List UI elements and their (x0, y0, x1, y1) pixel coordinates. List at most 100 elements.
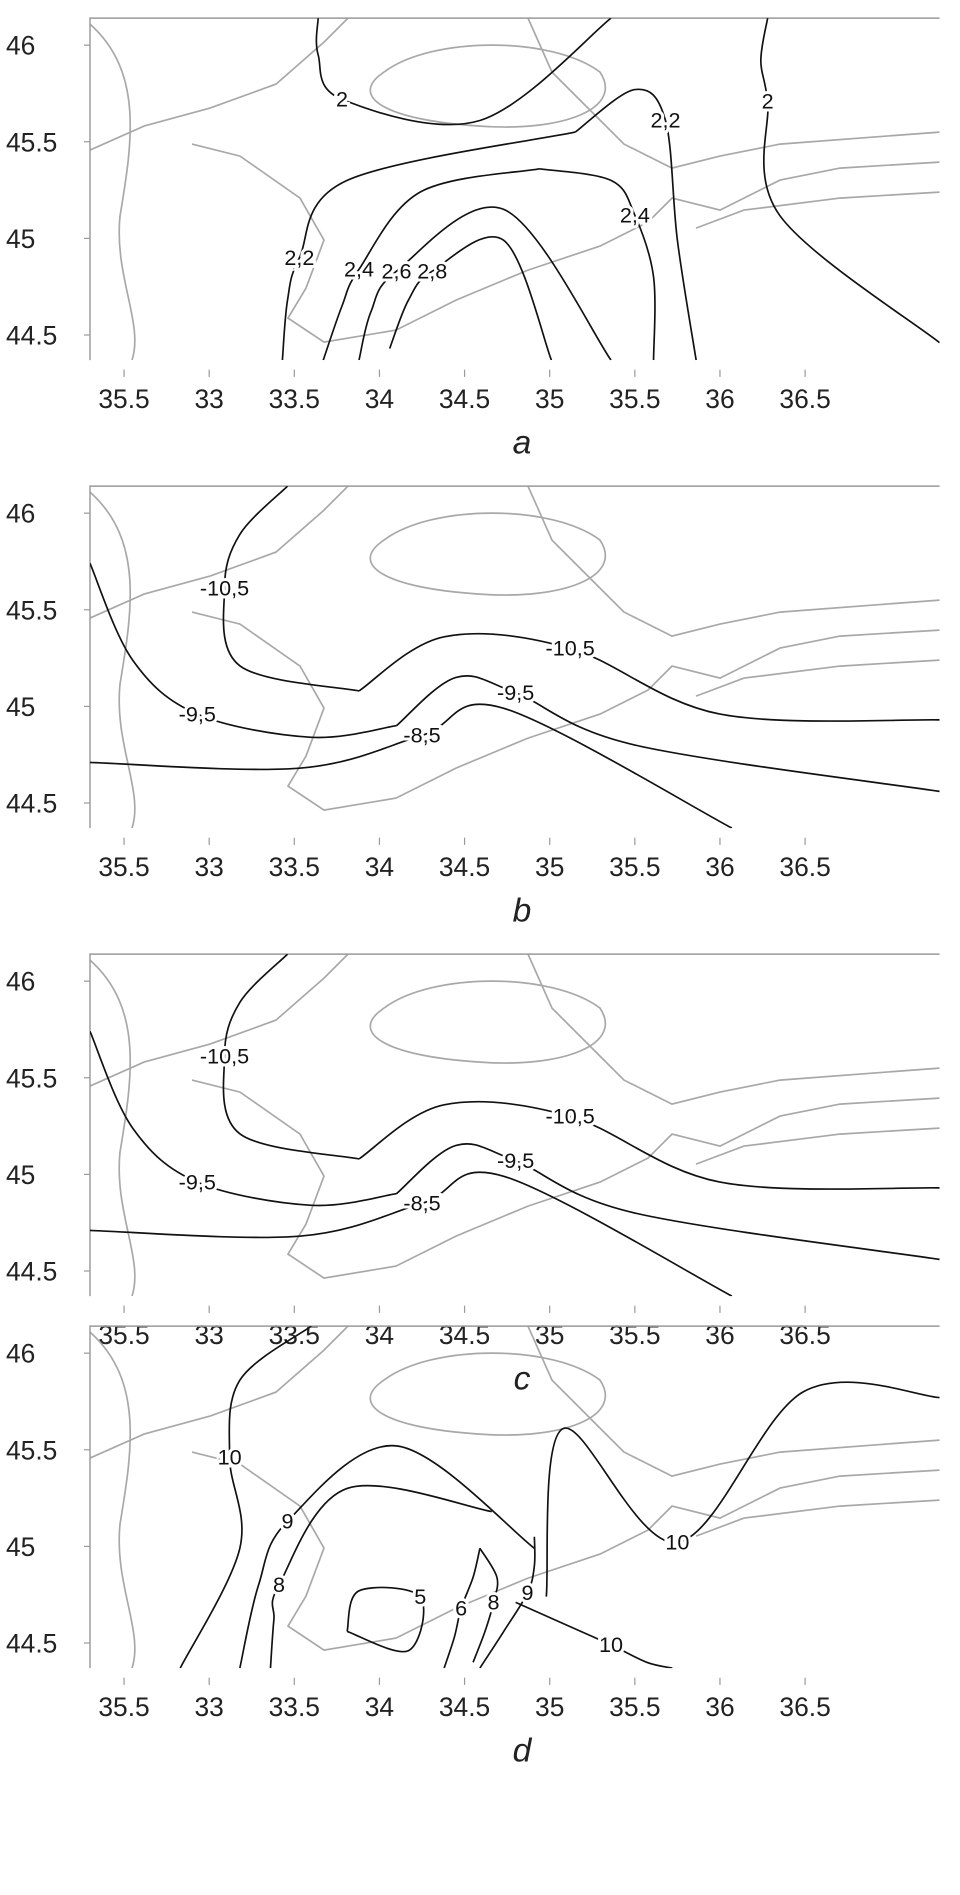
contour-label: 6 (455, 1595, 467, 1620)
contour-line (545, 1381, 940, 1597)
x-tick-label: 35.5 (609, 852, 660, 882)
contour-line (179, 1326, 312, 1669)
contour-line (346, 1586, 425, 1653)
contour-line (322, 167, 540, 361)
x-tick-label: 36.5 (779, 852, 830, 882)
panel: 44.5 45 45.5 46 35.5 33 33.5 34 34.5 35 35.5 36 36.5… (6, 17, 940, 462)
x-tick-label: 36.5 (779, 384, 830, 414)
x-tick-label: 33 (195, 1692, 224, 1722)
plot-frame (89, 1325, 940, 1669)
x-tick-label: 33 (195, 384, 224, 414)
x-tick-label: 36 (705, 1320, 734, 1350)
x-tick-label: 35.5 (98, 1320, 149, 1350)
contour-line (281, 131, 576, 361)
contour-line (90, 1031, 397, 1207)
contour-label: -9,5 (179, 701, 216, 726)
x-tick-label: 33.5 (269, 852, 320, 882)
contour-label: 5 (414, 1584, 426, 1609)
coastline (90, 18, 940, 361)
x-tick-label: 36.5 (779, 1320, 830, 1350)
panel-caption: d (513, 1733, 533, 1770)
y-tick-label: 44.5 (6, 1257, 57, 1287)
contour-label: -9,5 (497, 680, 534, 705)
contour-line (574, 88, 697, 361)
coastline (90, 954, 940, 1297)
x-tick-label: 36 (705, 1692, 734, 1722)
x-tick-label: 35 (535, 1692, 564, 1722)
contour-label: 2,2 (650, 108, 680, 133)
y-tick-label: 46 (6, 967, 35, 997)
x-tick-label: 35.5 (98, 1692, 149, 1722)
contour-label: 10 (665, 1530, 689, 1555)
x-tick-label: 35.5 (609, 384, 660, 414)
panel: 44.5 45 45.5 46 35.5 33 33.5 34 34.5 35 35.5 36 36.5… (6, 1325, 940, 1770)
contour-line (90, 1171, 733, 1297)
contour-label: -10,5 (200, 576, 249, 601)
contour-line (222, 954, 360, 1160)
contour-label: -10,5 (546, 1104, 595, 1129)
x-tick-label: 34 (365, 1320, 394, 1350)
x-tick-label: 35 (535, 384, 564, 414)
panel-caption: a (513, 425, 532, 462)
contour-line (222, 486, 360, 692)
y-tick-label: 45 (6, 1532, 35, 1562)
x-tick-label: 33.5 (269, 1692, 320, 1722)
contour-line (269, 1484, 492, 1669)
plot-frame (89, 485, 940, 829)
contour-label: 10 (218, 1445, 242, 1470)
y-tick-label: 46 (6, 499, 35, 529)
x-tick-label: 34.5 (439, 1320, 490, 1350)
y-tick-label: 46 (6, 1339, 35, 1369)
contour-label: 2 (762, 88, 774, 113)
y-tick-label: 45 (6, 1160, 35, 1190)
contour-line (395, 1142, 940, 1261)
contour-line (358, 1100, 940, 1190)
x-tick-label: 34 (365, 384, 394, 414)
contour-label: -10,5 (546, 636, 595, 661)
x-tick-label: 35.5 (98, 852, 149, 882)
x-tick-label: 35.5 (609, 1692, 660, 1722)
x-tick-label: 34.5 (439, 384, 490, 414)
contour-line (388, 236, 553, 361)
x-tick-label: 34 (365, 1692, 394, 1722)
panel-caption: c (514, 1361, 531, 1398)
x-tick-label: 34.5 (439, 852, 490, 882)
y-tick-label: 45.5 (6, 1435, 57, 1465)
contour-line (759, 18, 940, 344)
x-tick-label: 33 (195, 1320, 224, 1350)
contour-label: 9 (522, 1580, 534, 1605)
y-tick-label: 45.5 (6, 127, 57, 157)
contour-line (443, 1548, 481, 1669)
x-tick-label: 36 (705, 384, 734, 414)
contour-label: 2,8 (417, 258, 447, 283)
x-tick-label: 34.5 (439, 1692, 490, 1722)
y-tick-label: 44.5 (6, 1629, 57, 1659)
contour-label: 8 (488, 1590, 500, 1615)
contour-line (239, 1445, 535, 1669)
contour-line (315, 18, 612, 126)
contour-line (358, 632, 940, 722)
y-tick-label: 46 (6, 31, 35, 61)
contour-label: -8,5 (403, 1191, 440, 1216)
x-tick-label: 33.5 (269, 1320, 320, 1350)
x-tick-label: 35 (535, 1320, 564, 1350)
x-tick-label: 33 (195, 852, 224, 882)
y-tick-label: 44.5 (6, 321, 57, 351)
y-tick-label: 45.5 (6, 595, 57, 625)
x-tick-label: 36.5 (779, 1692, 830, 1722)
contour-line (539, 167, 656, 361)
y-tick-label: 45 (6, 692, 35, 722)
contour-line (90, 703, 733, 829)
contour-line (358, 206, 612, 361)
contour-label: 2,2 (284, 245, 314, 270)
contour-label: 2,6 (381, 258, 411, 283)
y-tick-label: 45 (6, 224, 35, 254)
contour-label: 10 (599, 1632, 623, 1657)
x-tick-label: 35.5 (98, 384, 149, 414)
coastline (90, 486, 940, 829)
contour-label: 2,4 (344, 256, 374, 281)
x-tick-label: 34 (365, 852, 394, 882)
contour-label: 2 (336, 86, 348, 111)
